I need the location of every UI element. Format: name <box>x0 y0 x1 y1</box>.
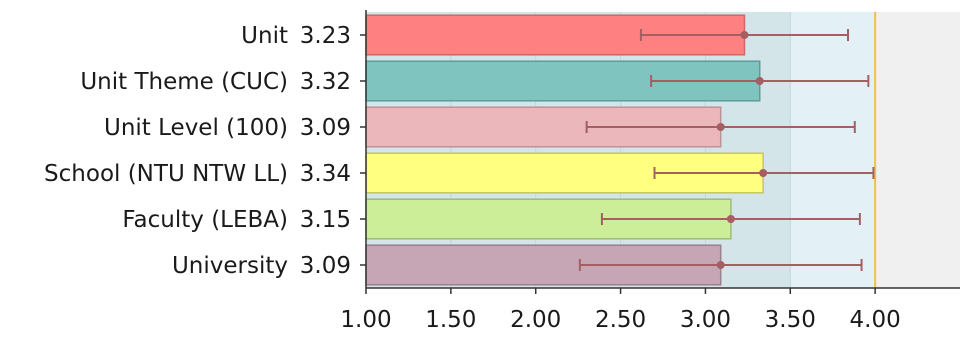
x-tick-label-5: 3.50 <box>765 307 816 333</box>
category-label-0: Unit <box>241 23 288 49</box>
category-label-5: University <box>172 253 288 279</box>
x-tick-label-3: 2.50 <box>595 307 646 333</box>
mean-marker-4 <box>726 215 735 223</box>
category-label-3: School (NTU NTW LL) <box>44 161 288 187</box>
x-tick-label-6: 4.00 <box>850 307 901 333</box>
x-tick-label-2: 2.00 <box>510 307 561 333</box>
category-label-1: Unit Theme (CUC) <box>80 69 288 95</box>
background-band-1 <box>790 12 876 288</box>
background-band-2 <box>875 12 960 288</box>
value-label-3: 3.34 <box>300 161 351 187</box>
value-label-5: 3.09 <box>300 253 351 279</box>
value-label-0: 3.23 <box>300 23 351 49</box>
mean-marker-0 <box>740 31 749 39</box>
value-label-1: 3.32 <box>300 69 351 95</box>
x-tick-label-1: 1.50 <box>425 307 476 333</box>
value-label-4: 3.15 <box>300 207 351 233</box>
category-label-4: Faculty (LEBA) <box>122 207 288 233</box>
mean-marker-1 <box>755 77 764 85</box>
value-label-2: 3.09 <box>300 115 351 141</box>
x-tick-label-4: 3.00 <box>680 307 731 333</box>
mean-marker-5 <box>716 261 725 269</box>
background-band-0 <box>366 12 791 288</box>
category-label-2: Unit Level (100) <box>104 115 288 141</box>
mean-marker-2 <box>716 123 725 131</box>
mean-marker-3 <box>759 169 768 177</box>
x-tick-label-0: 1.00 <box>340 307 391 333</box>
